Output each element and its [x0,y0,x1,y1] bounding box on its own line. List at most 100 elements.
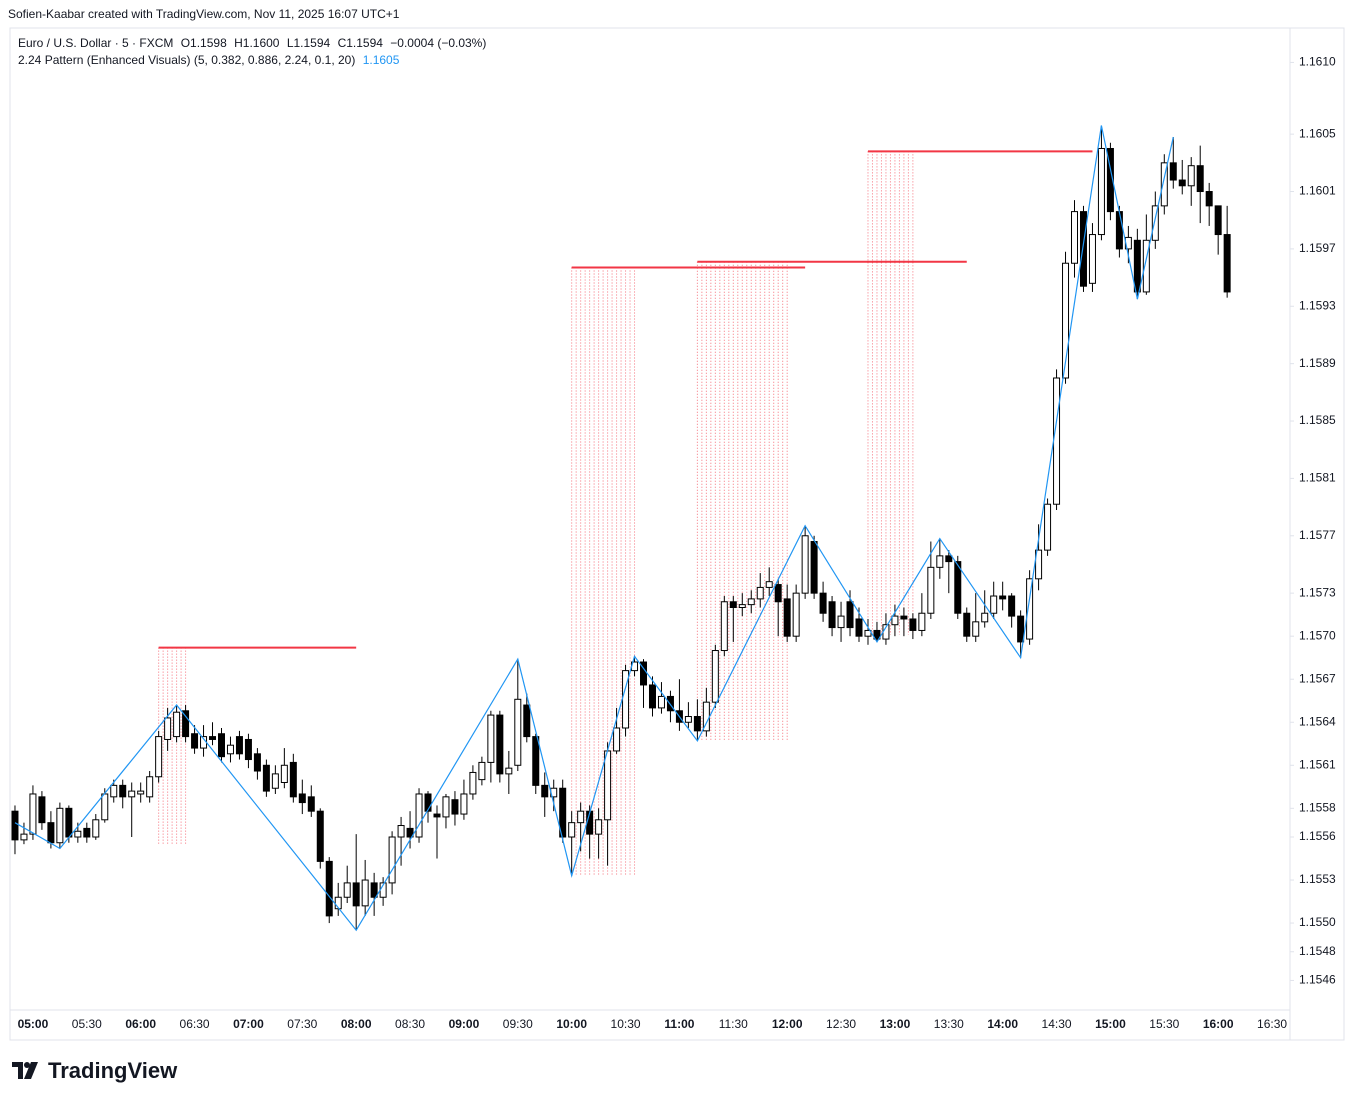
brand-name: TradingView [48,1058,178,1083]
candle-body [271,773,279,789]
candle-body [801,535,809,594]
candle-body [92,819,100,838]
plot-area [11,125,1231,932]
candle-body [128,790,136,798]
candle-body [1160,162,1168,207]
candle-body [873,629,881,640]
candle-body [595,819,603,835]
symbol[interactable]: Euro / U.S. Dollar · 5 · FXCM [18,36,174,50]
candle-body [388,836,396,884]
candle-body [783,598,791,637]
candle-body [1079,211,1087,287]
candle-body [155,736,163,778]
x-tick-label: 14:00 [987,1017,1018,1031]
candle-body [963,612,971,637]
x-tick-label: 15:30 [1149,1017,1179,1031]
y-tick-label: 1.1593 [1299,298,1336,312]
x-tick-label: 13:30 [934,1017,964,1031]
y-tick-label: 1.1570 [1299,628,1336,642]
candle-body [11,810,19,841]
candle-body [693,716,701,732]
candle-body [999,595,1007,600]
candle-body [119,784,127,798]
candle-body [756,586,764,600]
candle-body [56,807,64,844]
y-tick-label: 1.1558 [1299,800,1336,814]
candle-body [235,736,243,755]
candle-body [577,810,585,824]
candle-body [406,827,414,838]
candle-body [343,882,351,898]
x-tick-label: 12:00 [772,1017,803,1031]
candle-body [1053,377,1061,505]
candle-body [1115,211,1123,250]
candle-body [774,584,782,603]
candle-body [936,555,944,568]
candle-body [137,790,145,795]
candle-body [487,714,495,763]
candle-body [532,736,540,786]
candle-body [415,793,423,838]
x-tick-label: 11:30 [719,1017,748,1031]
candle-body [209,736,217,740]
y-tick-label: 1.1553 [1299,872,1336,886]
credit: Sofien-Kaabar created with TradingView.c… [8,7,400,21]
y-tick-label: 1.1550 [1299,915,1336,929]
indicator[interactable]: 2.24 Pattern (Enhanced Visuals) (5, 0.38… [18,53,356,67]
y-tick-label: 1.1605 [1299,126,1336,140]
x-tick-label: 14:30 [1042,1017,1072,1031]
candle-body [83,827,91,838]
candle-body [810,541,818,594]
candle-body [819,592,827,614]
candle-body [146,776,154,798]
candle-body [496,714,504,775]
candle-body [613,727,621,752]
candle-body [720,601,728,652]
candle-body [253,753,261,772]
y-tick-label: 1.1573 [1299,585,1336,599]
x-tick-label: 06:30 [180,1017,210,1031]
candle-body [397,825,405,838]
candle-body [1026,578,1034,640]
candle-body [711,650,719,703]
candle-body [460,793,468,815]
x-tick-label: 08:00 [341,1017,372,1031]
zigzag-line [14,125,1174,932]
x-tick-label: 15:00 [1095,1017,1126,1031]
open: O1.1598 [180,36,227,50]
candle-body [765,581,773,588]
candle-body [262,764,270,792]
candle-body [217,733,225,758]
candle-body [648,684,656,709]
candle-body [514,698,522,766]
x-tick-label: 05:00 [18,1017,49,1031]
x-tick-label: 16:00 [1203,1017,1234,1031]
indicator-row: 2.24 Pattern (Enhanced Visuals) (5, 0.38… [18,52,490,69]
candle-body [1106,147,1114,213]
y-tick-label: 1.1597 [1299,241,1336,255]
candle-body [954,561,962,614]
candle-body [316,810,324,862]
candle-body [1008,595,1016,617]
candle-body [900,615,908,620]
candle-body [191,733,199,749]
candle-body [164,717,172,740]
brand[interactable]: TradingView [12,1058,177,1084]
candle-body [918,612,926,631]
candle-body [1169,162,1177,181]
candle-body [1088,234,1096,284]
x-tick-label: 12:30 [826,1017,856,1031]
frame [9,27,1345,1041]
candle-body [65,807,73,838]
x-tick-label: 11:00 [664,1017,694,1031]
candle-body [505,767,513,775]
candle-body [29,793,37,835]
candle-body [1187,165,1195,187]
candle-body [289,761,297,798]
candle-body [684,716,692,723]
candle-body [451,799,459,815]
high: H1.1600 [234,36,280,50]
candle-body [478,761,486,781]
candle-body [1223,234,1231,293]
candle-body [1062,262,1070,379]
